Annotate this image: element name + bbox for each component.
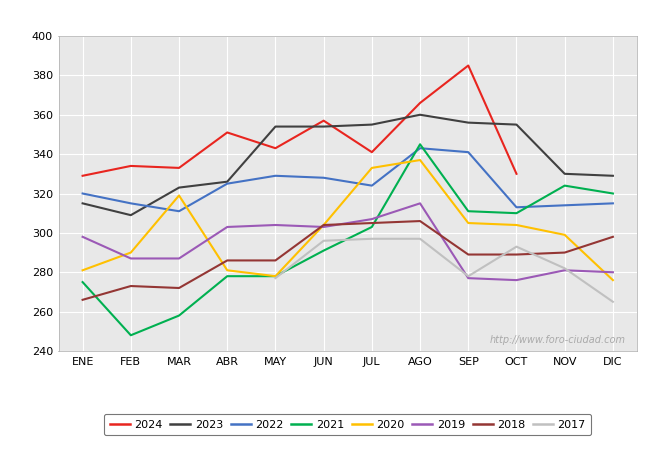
Legend: 2024, 2023, 2022, 2021, 2020, 2019, 2018, 2017: 2024, 2023, 2022, 2021, 2020, 2019, 2018…	[104, 414, 592, 435]
Text: Afiliados en Riópar a 30/9/2024: Afiliados en Riópar a 30/9/2024	[194, 8, 456, 27]
Text: http://www.foro-ciudad.com: http://www.foro-ciudad.com	[489, 335, 625, 345]
